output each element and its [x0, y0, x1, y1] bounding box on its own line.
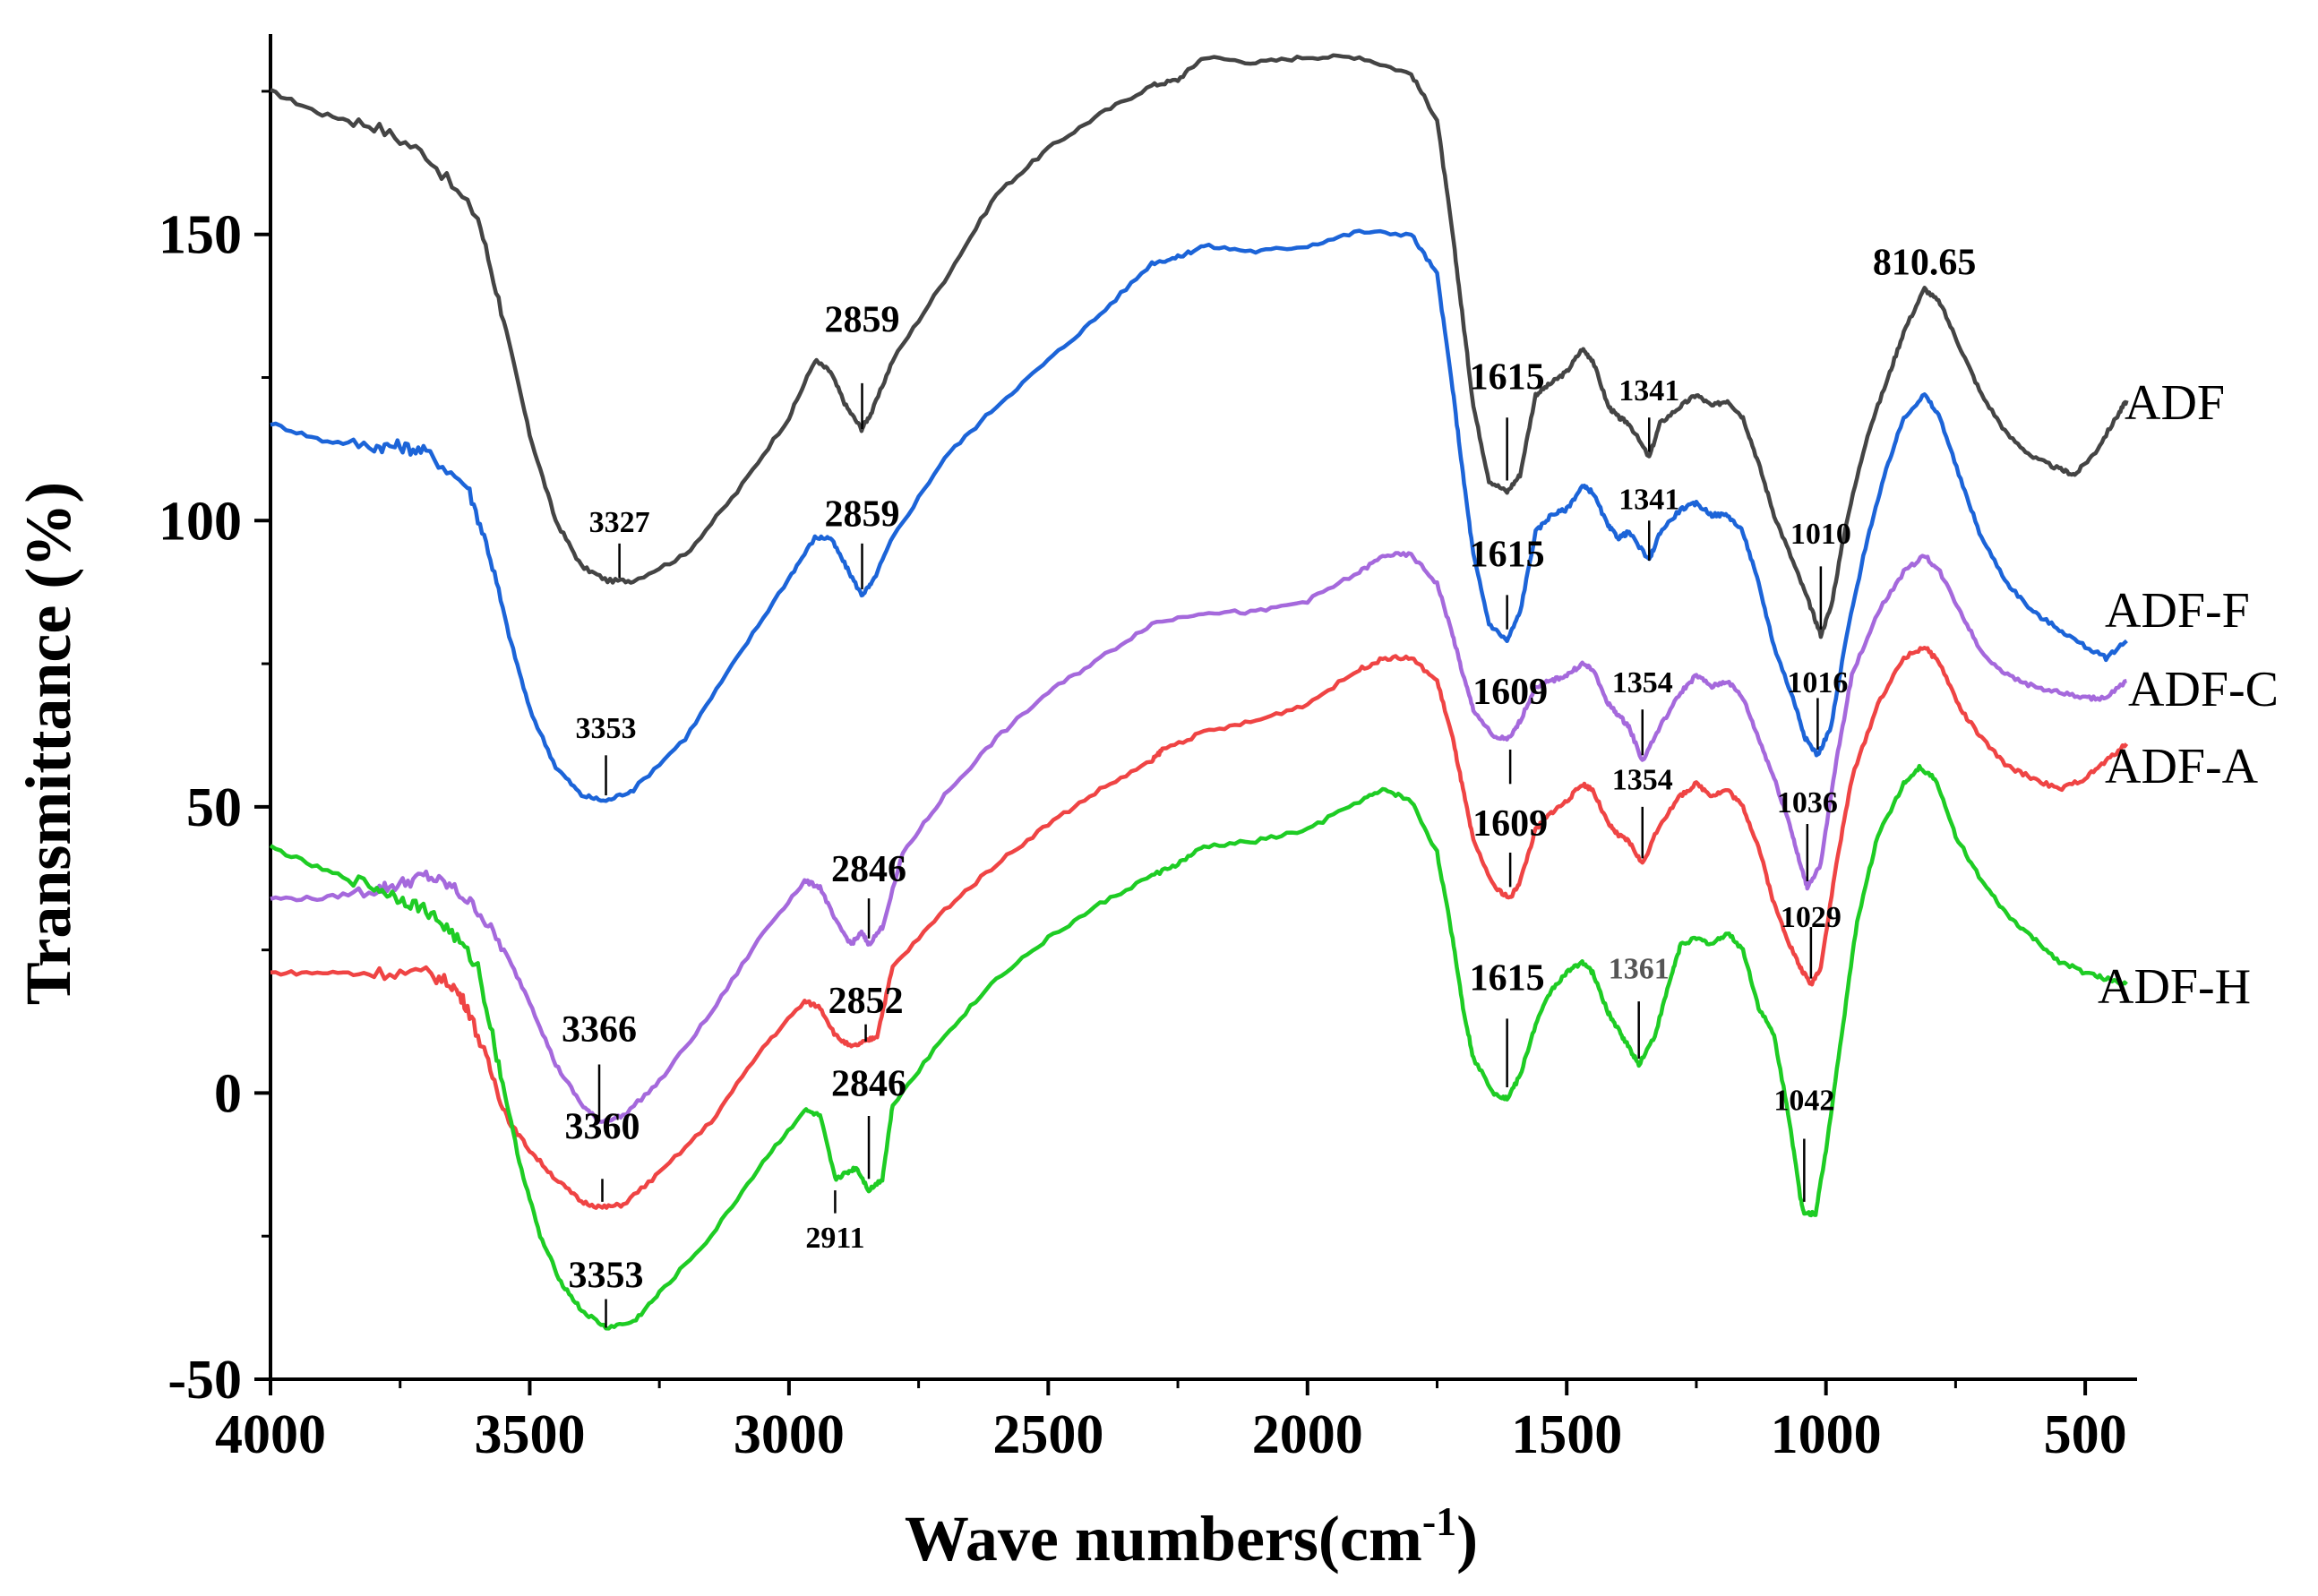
peak-label: 2859	[825, 494, 900, 536]
peak-label: 1341	[1618, 374, 1679, 408]
axes: 4000 3500 3000 2500 2000 1500 1000 500 -50 0 50 100…	[159, 34, 2137, 1465]
peak-label: 810.65	[1873, 242, 1977, 283]
x-tick-label: 2000	[1252, 1404, 1363, 1465]
series-line-adf-a	[270, 646, 2129, 1210]
series-label-adf: ADF	[2125, 375, 2225, 431]
peak-label: 1016	[1787, 666, 1848, 699]
x-axis-title-close: )	[1456, 1503, 1478, 1575]
x-axis-title: Wave numbers(cm-1)	[905, 1498, 1478, 1575]
peak-label: 2852	[828, 981, 904, 1022]
series-line-adf-f	[270, 228, 2128, 803]
annotations-group: 810.65 2859 3327 1615 1341 2859 1615 1341 1010 33…	[562, 242, 1977, 1328]
x-tick-label: 2500	[992, 1404, 1103, 1465]
peak-label: 3353	[576, 712, 637, 745]
y-tick-label: 150	[159, 205, 242, 266]
peak-label: 1042	[1773, 1085, 1834, 1118]
series-labels-group: ADF ADF-F ADF-C ADF-A ADF-H	[2098, 375, 2279, 1015]
y-axis-title: Transmittance (%)	[13, 482, 84, 1006]
x-tick-label: 1500	[1511, 1404, 1622, 1465]
x-axis-title-sup: -1	[1422, 1498, 1456, 1544]
peak-label: 1609	[1472, 672, 1548, 713]
x-tick-label: 3000	[734, 1404, 845, 1465]
series-line-adf-h	[269, 763, 2128, 1331]
y-tick-label: -50	[167, 1350, 242, 1411]
series-line-adf	[270, 53, 2129, 639]
series-label-adf-f: ADF-F	[2105, 583, 2250, 639]
x-axis-title-main: Wave numbers(cm	[905, 1503, 1422, 1575]
peak-label: 3360	[564, 1107, 640, 1148]
peak-label: 1010	[1790, 518, 1851, 551]
y-tick-label: 0	[214, 1063, 242, 1124]
peak-label: 1029	[1781, 901, 1842, 934]
peak-label: 1615	[1470, 356, 1545, 398]
peak-label: 1354	[1612, 666, 1673, 699]
y-tick-label: 100	[159, 491, 242, 552]
peak-label: 1036	[1777, 786, 1838, 819]
series-label-adf-h: ADF-H	[2098, 959, 2251, 1015]
peak-label: 1609	[1472, 803, 1548, 845]
series-label-adf-c: ADF-C	[2128, 662, 2279, 717]
peak-label: 3353	[569, 1256, 644, 1297]
peak-label: 2846	[831, 849, 906, 890]
peak-label: 3366	[562, 1009, 637, 1051]
peak-label: 1341	[1618, 483, 1679, 516]
peak-label: 1615	[1470, 534, 1545, 575]
peak-label: 2911	[805, 1222, 864, 1255]
peak-label: 1361	[1609, 953, 1670, 986]
series-group	[269, 53, 2129, 1331]
series-line-adf-c	[270, 551, 2127, 1124]
peak-label: 2846	[831, 1064, 906, 1105]
x-tick-label: 4000	[215, 1404, 326, 1465]
peak-label: 1354	[1612, 764, 1673, 797]
series-label-adf-a: ADF-A	[2105, 739, 2259, 794]
y-tick-label: 50	[186, 777, 242, 838]
x-tick-label: 500	[2044, 1404, 2127, 1465]
x-tick-label: 3500	[474, 1404, 585, 1465]
peak-label: 3327	[589, 506, 650, 539]
peak-label: 2859	[825, 299, 900, 340]
peak-label: 1615	[1470, 957, 1545, 999]
x-tick-label: 1000	[1771, 1404, 1882, 1465]
